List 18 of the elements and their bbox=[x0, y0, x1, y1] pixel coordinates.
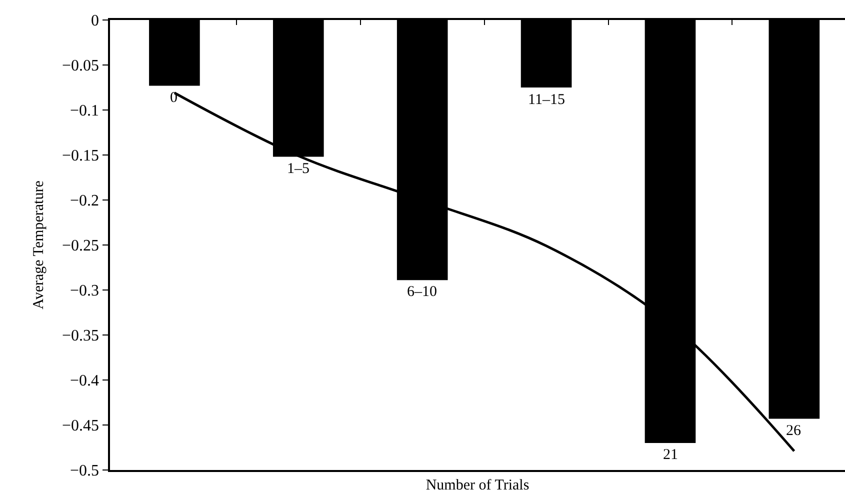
y-tick-label: −0.05 bbox=[62, 58, 100, 75]
x-tick-label: 11–15 bbox=[528, 92, 565, 108]
x-axis-title: Number of Trials bbox=[426, 477, 530, 494]
x-tick-label: 21 bbox=[663, 447, 678, 463]
y-tick-label: −0.5 bbox=[70, 462, 100, 480]
y-tick-label: −0.2 bbox=[70, 192, 100, 210]
x-tick-label: 1–5 bbox=[287, 161, 310, 177]
y-tick-label: −0.15 bbox=[62, 148, 100, 165]
y-tick-label: −0.25 bbox=[62, 238, 100, 255]
y-tick-label: −0.4 bbox=[70, 372, 100, 390]
y-tick-label: −0.1 bbox=[70, 102, 100, 120]
y-tick-label: −0.3 bbox=[70, 282, 100, 300]
y-tick-label: 0 bbox=[91, 12, 100, 30]
y-tick-label: −0.35 bbox=[62, 328, 100, 345]
x-tick-label: 6–10 bbox=[407, 284, 437, 300]
y-tick-label: −0.45 bbox=[62, 418, 100, 435]
y-axis-title: Average Temperature bbox=[30, 180, 47, 310]
x-tick-label: 26 bbox=[786, 423, 802, 439]
